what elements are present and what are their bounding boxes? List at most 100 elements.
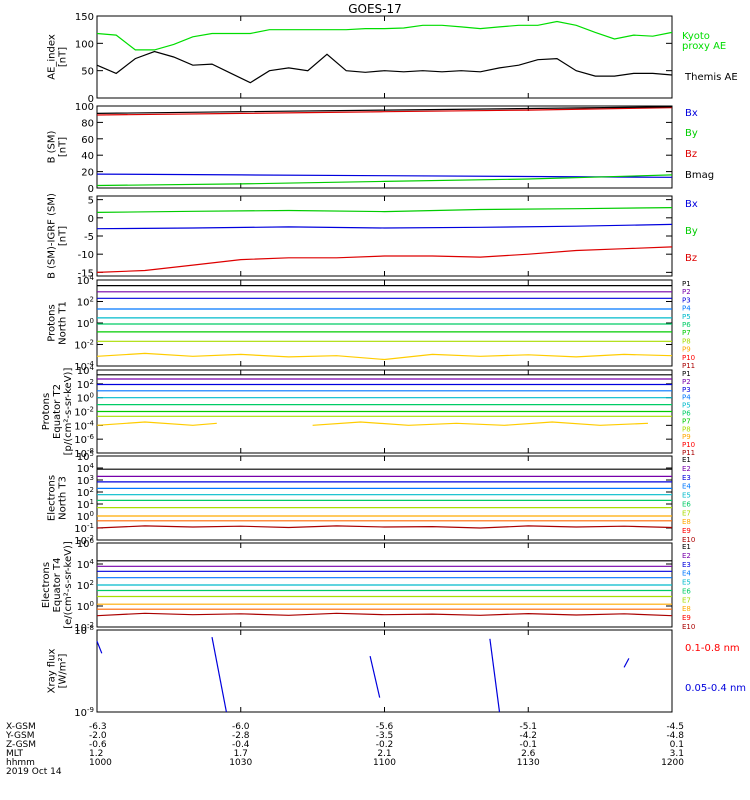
legend-label: Themis AE [684, 72, 738, 83]
legend-label: 0.05-0.4 nm [685, 683, 746, 694]
y-tick-label: -10 [78, 250, 94, 261]
legend-label: P2 [682, 288, 691, 296]
y-tick-label: 10-8 [74, 624, 94, 637]
legend-label: 0.1-0.8 nm [685, 643, 740, 654]
series-themis-ae [96, 50, 673, 84]
legend-label: P4 [682, 305, 691, 313]
y-axis-label: [e/(cm²-s-sr-keV)] [63, 541, 74, 629]
series-e10 [96, 525, 673, 529]
y-axis-label: [nT] [58, 137, 69, 157]
y-tick-label: 100 [77, 600, 94, 613]
x-tick-value: 1000 [89, 758, 112, 768]
y-axis-label: North T3 [58, 476, 69, 520]
legend-label: P4 [682, 394, 691, 402]
legend-label: P8 [682, 337, 691, 345]
legend-label: P9 [682, 433, 691, 441]
y-tick-label: -15 [78, 268, 94, 279]
x-tick-value: 2.1 [377, 749, 391, 759]
y-tick-label: 104 [77, 364, 95, 377]
x-tick-value: -5.1 [519, 722, 537, 732]
y-tick-label: 106 [77, 537, 95, 550]
y-axis-label: Protons [41, 393, 52, 430]
y-tick-label: 102 [77, 296, 94, 309]
y-axis-label: Xray flux [47, 649, 58, 694]
x-row-label: hhmm [6, 758, 35, 768]
legend-label: Kyoto [682, 31, 710, 42]
x-tick-value: -0.1 [519, 740, 537, 750]
series-bx [96, 223, 673, 230]
legend-label: Bz [685, 253, 697, 264]
panel-frame [96, 629, 673, 713]
legend-label: P3 [682, 296, 691, 304]
legend-label: E3 [682, 561, 691, 569]
y-tick-label: 100 [75, 102, 94, 113]
y-axis-label: B (SM) [47, 130, 58, 163]
series-kyoto-proxy-ae [96, 20, 673, 51]
legend-label: P2 [682, 378, 691, 386]
legend-label: Bmag [685, 170, 714, 181]
y-axis-label: AE_index [47, 34, 58, 80]
legend-label: E2 [682, 552, 691, 560]
legend-label: P11 [682, 449, 695, 457]
series-p9 [96, 352, 673, 361]
x-tick-value: 1200 [661, 758, 684, 768]
panel-8: 10-9 10-8 Xray flux [W/m²] 0.1-0.8 nm 0.05-0.… [47, 624, 747, 719]
y-axis-label: Electrons [47, 475, 58, 521]
x-tick-value: 1130 [517, 758, 540, 768]
y-tick-label: 60 [81, 135, 94, 146]
y-tick-label: 10-4 [74, 419, 94, 432]
series-p9 [96, 421, 649, 426]
y-tick-label: 10-2 [74, 339, 94, 352]
legend-label: E2 [682, 465, 691, 473]
y-tick-label: 0 [88, 94, 94, 105]
legend-label: P1 [682, 280, 691, 288]
x-tick-value: -2.8 [232, 731, 250, 741]
x-tick-value: -3.5 [376, 731, 394, 741]
x-tick-value: -5.6 [376, 722, 394, 732]
series-by [96, 174, 673, 187]
legend-label: By [685, 128, 698, 139]
legend-label: Bz [685, 149, 697, 160]
x-row-label: Y-GSM [5, 731, 34, 741]
y-tick-label: 104 [77, 558, 95, 571]
y-tick-label: 10-9 [74, 706, 94, 719]
legend-label: P6 [682, 410, 691, 418]
legend-label: E6 [682, 500, 691, 508]
y-axis-label: [nT] [58, 226, 69, 246]
series-0-05-0-4-nm-segment [96, 640, 103, 654]
legend-label: E8 [682, 518, 691, 526]
x-row-label: MLT [6, 749, 24, 759]
legend-label: By [685, 226, 698, 237]
x-tick-value: -0.6 [89, 740, 107, 750]
legend-label: E1 [682, 456, 691, 464]
series-by [96, 207, 673, 213]
y-axis-label: Protons [47, 304, 58, 341]
series-bz [96, 246, 673, 273]
panel-frame [96, 279, 673, 367]
legend-label: E8 [682, 605, 691, 613]
x-tick-value: -6.0 [232, 722, 250, 732]
y-axis-label: Equator T4 [52, 558, 63, 613]
legend-label: E5 [682, 579, 691, 587]
panel-3: -15 -10 -5 0 5 B (SM)-IGRF (SM) [nT] Bx By Bz [47, 193, 698, 279]
x-tick-value: -0.4 [232, 740, 250, 750]
y-tick-label: 10-6 [74, 433, 94, 446]
y-axis-label: [W/m²] [58, 653, 69, 688]
y-tick-label: 100 [75, 39, 94, 50]
x-tick-value: 1030 [229, 758, 252, 768]
legend-label: E10 [682, 623, 695, 631]
x-row-label: Z-GSM [6, 740, 36, 750]
y-tick-label: 150 [75, 12, 94, 23]
legend-label: E3 [682, 474, 691, 482]
legend-label: P9 [682, 346, 691, 354]
series-0-05-0-4-nm-segment [623, 658, 630, 668]
x-row-label: X-GSM [6, 722, 36, 732]
x-tick-value: -4.2 [519, 731, 537, 741]
legend-label: E9 [682, 614, 691, 622]
